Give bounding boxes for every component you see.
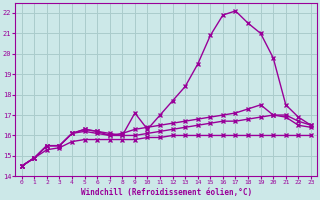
X-axis label: Windchill (Refroidissement éolien,°C): Windchill (Refroidissement éolien,°C): [81, 188, 252, 197]
